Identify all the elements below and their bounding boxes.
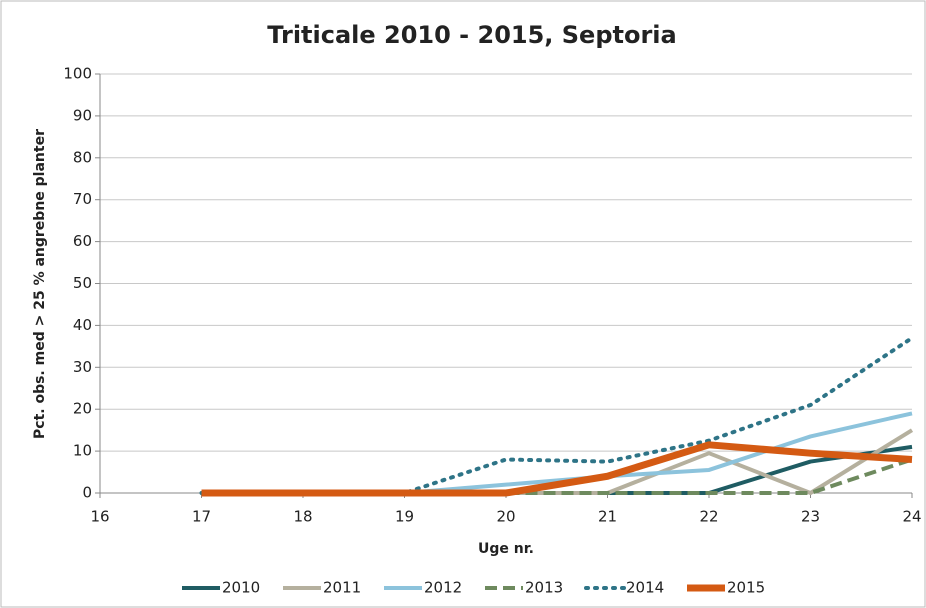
x-tick-label: 17	[192, 508, 211, 526]
x-axis-label: Uge nr.	[478, 541, 534, 557]
y-tick-label: 50	[73, 274, 92, 292]
series-line	[201, 441, 913, 497]
y-tick-label: 100	[63, 65, 92, 83]
x-tick-label: 23	[801, 508, 820, 526]
x-tick-label: 24	[902, 508, 921, 526]
y-tick-label: 20	[73, 400, 92, 418]
y-tick-label: 30	[73, 358, 92, 376]
y-tick-label: 10	[73, 442, 92, 460]
legend-label: 2012	[424, 579, 462, 597]
x-tick-label: 21	[598, 508, 617, 526]
legend-label: 2010	[222, 579, 260, 597]
legend-label: 2011	[323, 579, 361, 597]
y-tick-label: 70	[73, 190, 92, 208]
y-axis-label: Pct. obs. med > 25 % angrebne planter	[32, 129, 48, 439]
y-tick-label: 0	[82, 484, 92, 502]
x-tick-label: 18	[293, 508, 312, 526]
y-tick-label: 90	[73, 106, 92, 124]
legend-label: 2013	[525, 579, 563, 597]
x-tick-label: 20	[496, 508, 515, 526]
x-tick-label: 22	[699, 508, 718, 526]
x-tick-label: 16	[90, 508, 109, 526]
x-tick-label: 19	[395, 508, 414, 526]
chart-title: Triticale 2010 - 2015, Septoria	[267, 21, 676, 49]
legend-label: 2014	[626, 579, 664, 597]
legend-label: 2015	[727, 579, 765, 597]
y-tick-label: 60	[73, 232, 92, 250]
y-tick-label: 40	[73, 316, 92, 334]
y-tick-label: 80	[73, 148, 92, 166]
